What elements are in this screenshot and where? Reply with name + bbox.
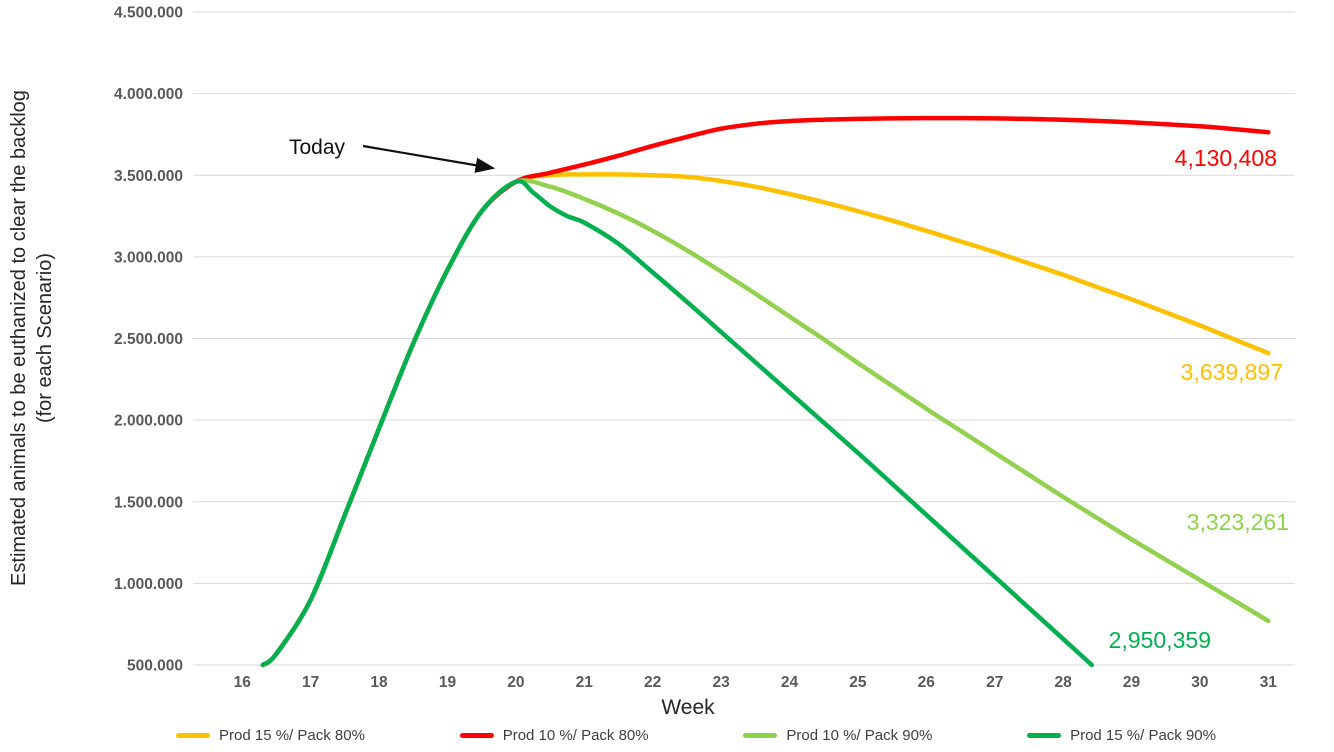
y-tick-label: 500.000 — [127, 658, 183, 675]
series-end-label-2: 4,130,408 — [1175, 145, 1277, 171]
y-tick-label: 1.500.000 — [114, 494, 183, 511]
legend-item-1: Prod 15 %/ Pack 80% — [176, 727, 365, 744]
series-end-label-3: 3,323,261 — [1187, 509, 1289, 535]
legend-item-3: Prod 10 %/ Pack 90% — [743, 727, 932, 744]
y-tick-label: 2.500.000 — [114, 331, 183, 348]
x-tick-label: 16 — [234, 674, 252, 691]
y-axis-title-line1: Estimated animals to be euthanized to cl… — [8, 90, 30, 586]
legend-label: Prod 10 %/ Pack 80% — [502, 727, 649, 744]
x-tick-label: 27 — [986, 674, 1003, 691]
y-tick-label: 2.000.000 — [114, 413, 183, 430]
legend: Prod 15 %/ Pack 80% Prod 10 %/ Pack 80% Pr… — [176, 727, 1216, 744]
y-tick-label: 4.000.000 — [114, 86, 183, 103]
legend-swatch-icon — [1027, 733, 1062, 738]
x-tick-label: 22 — [644, 674, 661, 691]
legend-label: Prod 10 %/ Pack 90% — [786, 727, 933, 744]
x-tick-label: 20 — [507, 674, 524, 691]
series-line-4 — [260, 178, 1095, 668]
x-tick-label: 25 — [849, 674, 867, 691]
x-tick-label: 28 — [1054, 674, 1072, 691]
legend-swatch-icon — [176, 733, 210, 738]
legend-label: Prod 15 %/ Pack 90% — [1070, 727, 1216, 744]
x-tick-label: 30 — [1191, 674, 1208, 691]
x-tick-label: 26 — [918, 674, 936, 691]
series-end-label-4: 2,950,359 — [1109, 627, 1211, 653]
x-tick-label: 21 — [576, 674, 594, 691]
series-end-label-1: 3,639,897 — [1181, 359, 1283, 385]
x-tick-label: 23 — [712, 674, 730, 691]
legend-swatch-icon — [743, 733, 778, 738]
y-axis-title-line2: (for each Scenario) — [34, 252, 56, 424]
series-line-3 — [260, 178, 1271, 668]
x-tick-label: 18 — [370, 674, 388, 691]
x-tick-label: 19 — [439, 674, 457, 691]
y-tick-label: 3.500.000 — [114, 168, 183, 185]
x-tick-label: 17 — [302, 674, 319, 691]
today-annotation-label: Today — [289, 136, 346, 159]
legend-item-2: Prod 10 %/ Pack 80% — [459, 727, 649, 744]
x-tick-label: 24 — [781, 674, 799, 691]
y-tick-label: 4.500.000 — [114, 5, 183, 22]
legend-label: Prod 15 %/ Pack 80% — [219, 727, 365, 744]
y-tick-label: 1.000.000 — [114, 576, 183, 593]
x-tick-label: 29 — [1123, 674, 1141, 691]
legend-item-4: Prod 15 %/ Pack 90% — [1027, 727, 1216, 744]
y-axis-title: Estimated animals to be euthanized to cl… — [6, 0, 60, 688]
x-tick-label: 31 — [1260, 674, 1278, 691]
y-tick-label: 3.000.000 — [114, 249, 183, 266]
today-arrow — [362, 144, 496, 173]
x-axis-title: Week — [661, 696, 715, 719]
legend-swatch-icon — [459, 733, 494, 738]
